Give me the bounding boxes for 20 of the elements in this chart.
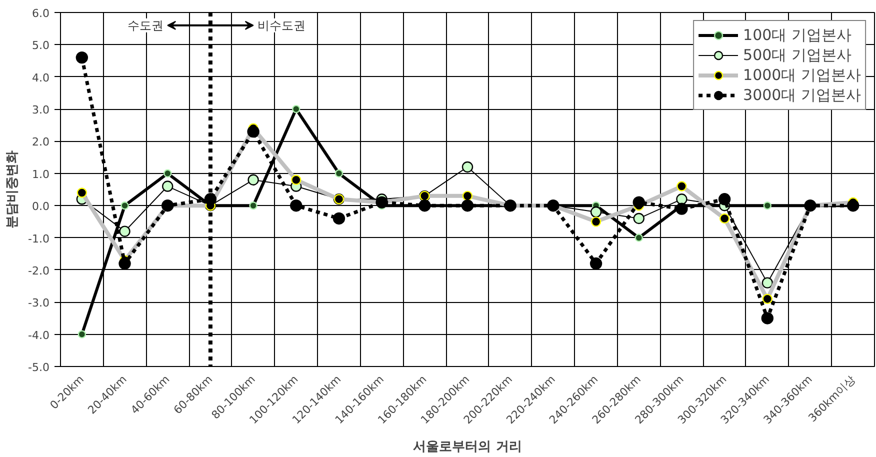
y-tick-label: -4.0	[28, 328, 50, 342]
legend-label: 500대 기업본사	[743, 46, 852, 64]
legend-label: 1000대 기업본사	[743, 66, 861, 84]
y-tick-label: 5.0	[32, 39, 50, 52]
y-tick-label: 1.0	[32, 168, 50, 181]
y-tick-label: -5.0	[28, 361, 50, 374]
annotation: 비수도권	[258, 18, 306, 32]
y-tick-label: 3.0	[32, 104, 50, 117]
y-tick-label: 4.0	[32, 71, 50, 84]
legend-label: 3000대 기업본사	[743, 86, 861, 104]
annotation: 수도권	[127, 18, 164, 32]
y-tick-label: -2.0	[28, 264, 50, 278]
y-axis-title: 분담비중변화	[5, 150, 20, 228]
y-tick-label: 6.0	[32, 7, 50, 20]
y-tick-label: 2.0	[32, 136, 50, 149]
legend-label: 100대 기업본사	[743, 26, 852, 44]
x-axis-title: 서울로부터의 거리	[413, 439, 522, 454]
y-tick-label: -3.0	[28, 296, 50, 310]
y-tick-label: -1.0	[28, 232, 50, 246]
y-tick-label: 0.0	[32, 200, 50, 214]
